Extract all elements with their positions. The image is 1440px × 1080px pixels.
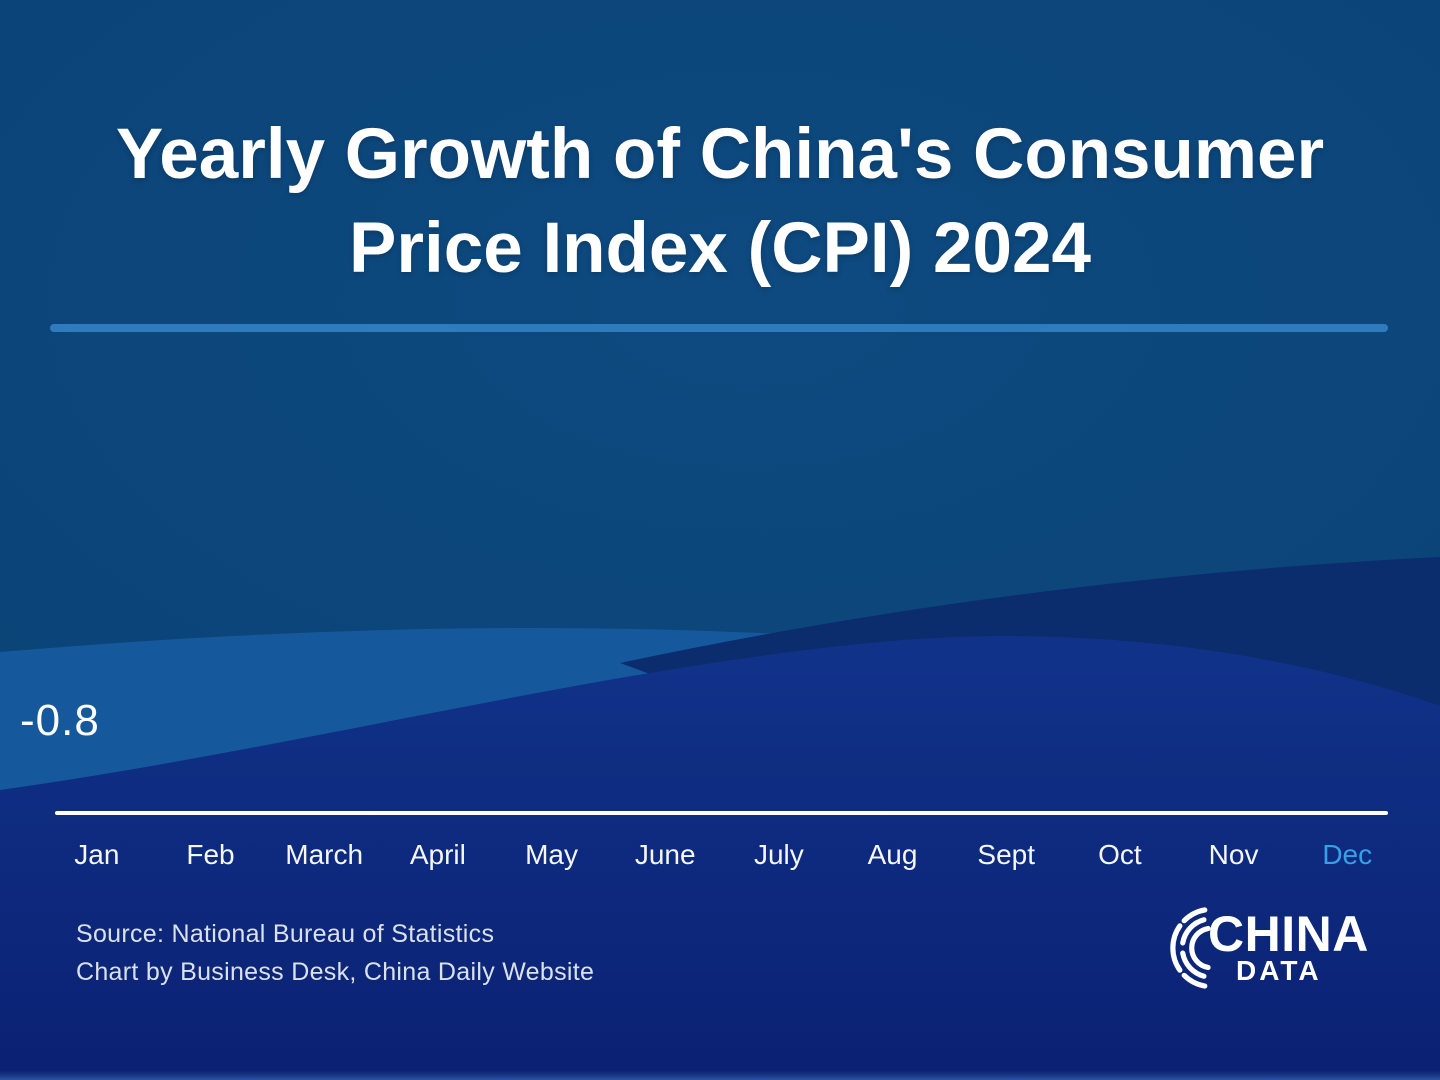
logo-data-label: DATA bbox=[1236, 955, 1322, 986]
month-label-may: May bbox=[525, 839, 578, 870]
y-axis-min-label: -0.8 bbox=[20, 696, 100, 745]
month-label-march: March bbox=[285, 839, 364, 870]
logo-china-label: CHINA bbox=[1208, 906, 1369, 962]
month-label-july: July bbox=[753, 839, 804, 870]
month-label-april: April bbox=[409, 839, 466, 870]
credit-line: Chart by Business Desk, China Daily Webs… bbox=[76, 958, 595, 986]
logo-text: CHINA DATA bbox=[1208, 906, 1369, 986]
x-axis-line bbox=[55, 811, 1388, 815]
month-label-feb: Feb bbox=[186, 839, 235, 870]
source-attribution: Source: National Bureau of Statistics Ch… bbox=[76, 915, 594, 991]
logo-arcs-icon bbox=[1170, 907, 1211, 989]
china-data-logo: CHINA DATA bbox=[1162, 899, 1369, 997]
chart-title-line2: Price Index (CPI) 2024 bbox=[349, 209, 1091, 288]
month-label-dec-highlighted: Dec bbox=[1322, 839, 1373, 870]
month-label-oct: Oct bbox=[1098, 839, 1142, 870]
source-line: Source: National Bureau of Statistics bbox=[76, 920, 495, 948]
month-label-june: June bbox=[634, 839, 696, 870]
bottom-edge-highlight bbox=[0, 1070, 1440, 1080]
chart-title-line1: Yearly Growth of China's Consumer bbox=[115, 115, 1325, 194]
month-label-nov: Nov bbox=[1208, 839, 1259, 870]
month-label-jan: Jan bbox=[74, 839, 120, 870]
bottom-wave-shape bbox=[0, 636, 1440, 1080]
chart-title: Yearly Growth of China's Consumer Price … bbox=[0, 108, 1440, 296]
month-label-aug: Aug bbox=[867, 839, 918, 870]
x-axis-month-labels: Jan Feb March April May June July Aug Se… bbox=[40, 838, 1404, 872]
month-label-sept: Sept bbox=[977, 839, 1036, 870]
title-separator-line bbox=[50, 324, 1388, 332]
